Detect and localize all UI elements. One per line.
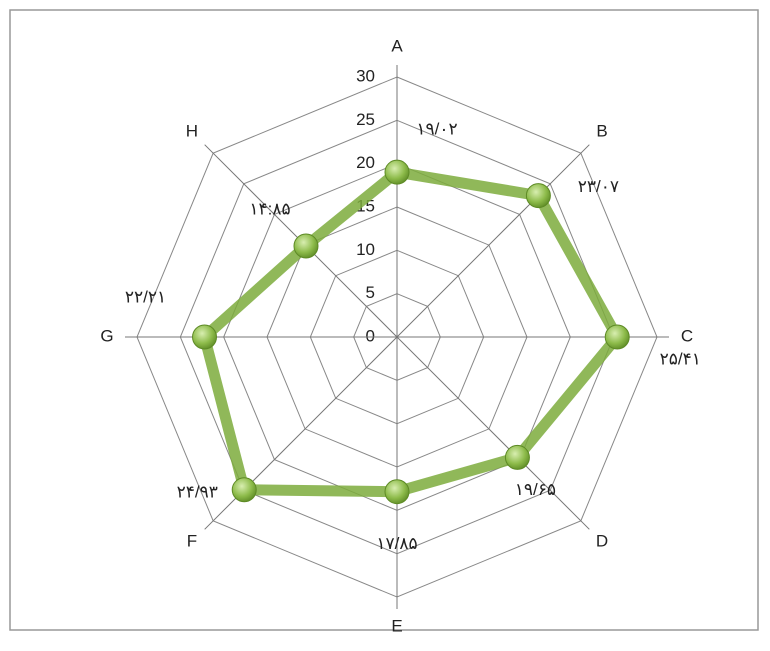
data-label: ۱۹/۰۲ <box>416 120 457 139</box>
data-label: ۲۵/۴۱ <box>660 349 701 368</box>
r-tick-label: 0 <box>366 326 375 345</box>
data-label: ۱۴:۸۵ <box>249 199 290 218</box>
data-label: ۲۲/۲۱ <box>125 287 166 306</box>
r-tick-label: 30 <box>356 66 375 85</box>
data-label: ۱۷/۸۵ <box>376 534 417 553</box>
category-label: A <box>391 36 403 55</box>
category-label: E <box>391 616 402 635</box>
category-label: B <box>596 121 607 140</box>
r-tick-label: 20 <box>356 153 375 172</box>
category-label: G <box>100 326 113 345</box>
chart: 051015202530ABCDEFGH۱۹/۰۲۲۳/۰۷۲۵/۴۱۱۹/۶۵… <box>0 0 770 646</box>
r-tick-label: 25 <box>356 110 375 129</box>
data-point <box>232 478 256 502</box>
data-label: ۱۹/۶۵ <box>515 480 556 499</box>
data-point <box>294 234 318 258</box>
data-point <box>385 480 409 504</box>
data-label: ۲۴/۹۳ <box>177 482 218 501</box>
data-point <box>385 160 409 184</box>
category-label: C <box>681 326 693 345</box>
data-point <box>193 325 217 349</box>
category-label: D <box>596 532 608 551</box>
category-label: F <box>187 532 197 551</box>
r-tick-label: 10 <box>356 240 375 259</box>
data-point <box>505 445 529 469</box>
r-tick-label: 5 <box>366 283 375 302</box>
data-point <box>526 184 550 208</box>
category-label: H <box>186 121 198 140</box>
data-label: ۲۳/۰۷ <box>578 177 619 196</box>
data-point <box>605 325 629 349</box>
